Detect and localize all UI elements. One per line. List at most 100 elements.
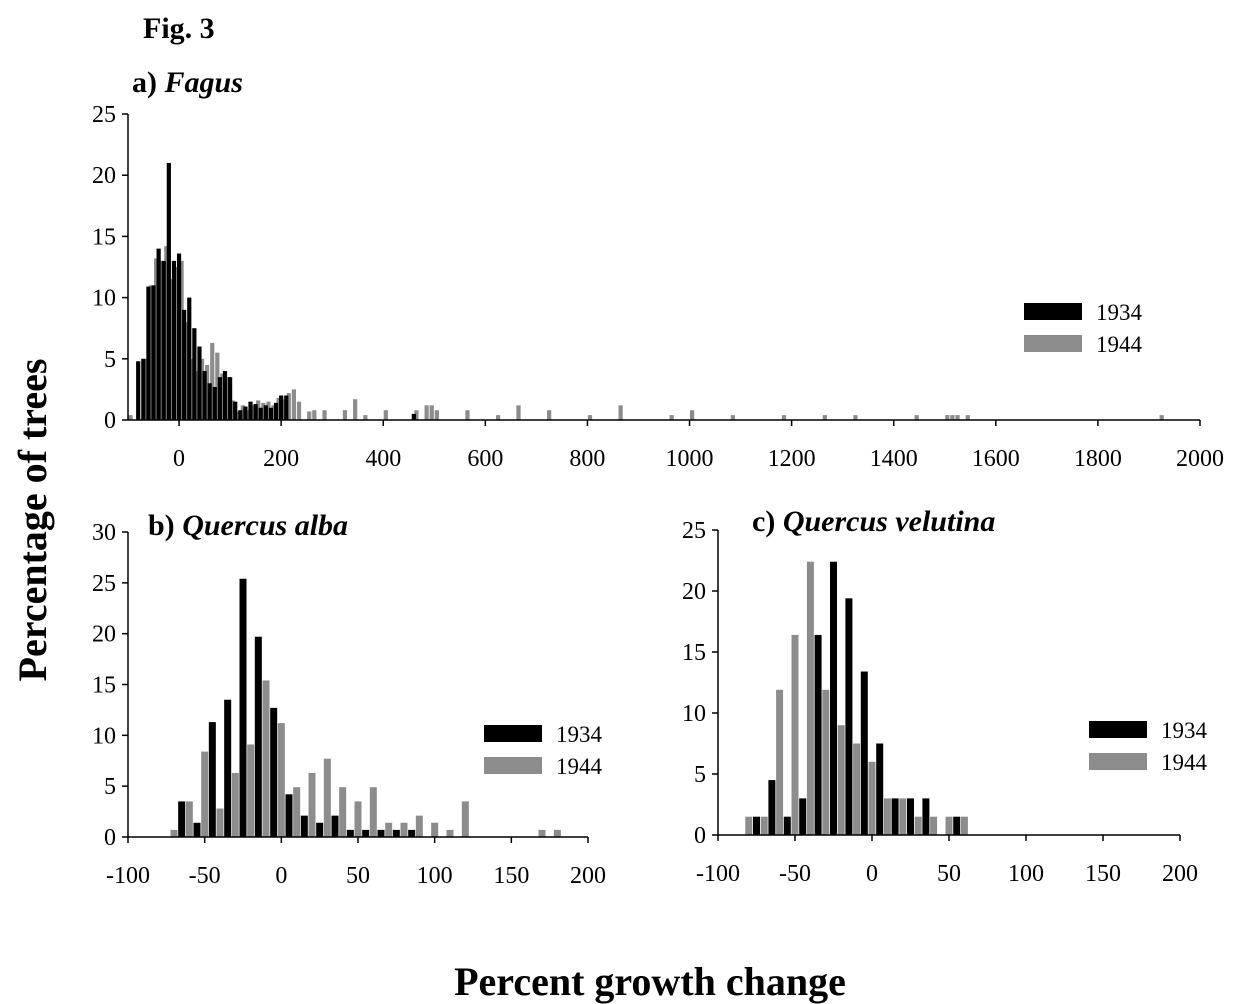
bar-b-1934 <box>377 829 385 837</box>
bar-a-1934 <box>176 253 182 420</box>
x-tick-label: -100 <box>106 863 150 889</box>
x-tick-label: 200 <box>570 863 606 889</box>
bar-a-1944 <box>822 415 827 420</box>
bar-c-1934 <box>860 671 868 835</box>
bar-a-1934 <box>146 286 151 420</box>
bar-c-1934 <box>922 798 930 835</box>
panel-b: b) Quercus alba 0 5 10 15 20 25 30 -100 -50 0 50 100… <box>92 509 606 889</box>
y-tick-label: 25 <box>92 102 116 128</box>
x-tick-label: 200 <box>263 446 299 472</box>
bar-b-1944 <box>431 822 439 837</box>
bar-b-1934 <box>346 829 354 837</box>
bar-b-1944 <box>339 787 347 837</box>
bar-a-1944 <box>587 415 593 420</box>
bar-a-1944 <box>245 410 251 420</box>
y-tick-label: 15 <box>92 673 116 699</box>
bar-c-1934 <box>845 598 853 835</box>
bar-a-1944 <box>128 415 133 420</box>
bar-a-1944 <box>205 364 210 420</box>
bar-c-1944 <box>745 816 753 835</box>
x-tick-label: 100 <box>1008 861 1044 887</box>
bar-a-1934 <box>268 407 274 420</box>
bar-a-1934 <box>161 260 166 420</box>
x-tick-label: -50 <box>779 861 811 887</box>
bar-a-1934 <box>212 386 217 420</box>
bar-c-1934 <box>876 743 884 835</box>
x-tick-label: 800 <box>569 446 605 472</box>
bar-a-1944 <box>148 285 154 420</box>
bar-a-1944 <box>730 415 736 420</box>
bar-b-1934 <box>224 699 232 837</box>
bar-a-1934 <box>233 401 238 420</box>
bar-c-1944 <box>883 798 891 835</box>
bar-a-1934 <box>171 260 177 420</box>
x-tick-label: 0 <box>173 446 185 472</box>
bar-a-1934 <box>228 377 233 420</box>
bar-a-1944 <box>383 410 388 420</box>
bar-a-1944 <box>424 405 429 420</box>
bar-c-1934 <box>753 816 760 835</box>
bar-a-1944 <box>266 401 271 420</box>
x-tick-label: 0 <box>275 863 287 889</box>
bar-b-1944 <box>216 808 224 837</box>
legend-label-1934: 1934 <box>1161 718 1208 743</box>
bar-a-1944 <box>256 400 261 420</box>
bar-a-1944 <box>286 393 291 420</box>
bar-a-1934 <box>187 297 192 420</box>
bar-a-1944 <box>414 410 419 420</box>
panel-a: a) Fagus 0 5 10 15 20 25 0 200 400 600 800 1000 1200 1… <box>92 66 1224 472</box>
bar-a-1944 <box>689 410 695 420</box>
bar-a-1944 <box>276 397 281 420</box>
bar-c-1934 <box>814 634 822 835</box>
bar-a-1944 <box>215 352 220 420</box>
bar-a-1934 <box>411 413 416 420</box>
bar-a-1934 <box>222 371 228 420</box>
bar-a-1944 <box>159 260 164 420</box>
bar-a-1934 <box>166 162 171 420</box>
bar-a-1944 <box>853 415 858 420</box>
x-tick-label: 600 <box>467 446 503 472</box>
legend-label-1934: 1934 <box>556 722 603 747</box>
x-tick-label: 400 <box>365 446 401 472</box>
bar-a-1944 <box>225 377 230 420</box>
bar-b-1944 <box>323 758 331 837</box>
y-tick-label: 15 <box>682 640 706 666</box>
bar-c-1944 <box>853 743 861 835</box>
bar-a-1944 <box>965 415 970 420</box>
bar-c-1944 <box>914 816 922 835</box>
bar-a-1944 <box>516 405 521 420</box>
y-tick-label: 5 <box>104 774 116 800</box>
bar-b-1934 <box>392 829 400 837</box>
bar-b-1944 <box>553 829 561 837</box>
bar-c-1944 <box>899 798 907 835</box>
legend-swatch-1944 <box>1024 335 1082 352</box>
bar-a-1944 <box>271 405 276 420</box>
bar-a-1944 <box>429 405 434 420</box>
legend-swatch-1934 <box>484 725 542 742</box>
bar-a-1944 <box>781 415 787 420</box>
bar-b-1944 <box>185 801 193 837</box>
y-tick-label: 0 <box>104 825 116 851</box>
bar-a-1934 <box>258 407 263 420</box>
bar-b-1934 <box>316 822 324 837</box>
bar-a-1934 <box>273 402 279 420</box>
bar-a-1944 <box>179 260 184 420</box>
y-tick-label: 10 <box>92 286 116 312</box>
bar-a-1934 <box>156 248 161 420</box>
x-tick-label: 0 <box>866 861 878 887</box>
bar-a-1944 <box>291 389 296 420</box>
y-tick-label: 20 <box>92 163 116 189</box>
bar-c-1934 <box>953 816 961 835</box>
bar-c-1944 <box>868 761 876 835</box>
bar-b-1944 <box>170 829 178 837</box>
bar-b-1934 <box>178 801 186 837</box>
panel-b-title: b) Quercus alba <box>148 509 348 542</box>
bar-a-1944 <box>153 258 159 420</box>
bar-b-1944 <box>461 801 469 837</box>
x-tick-label: 50 <box>937 861 961 887</box>
y-tick-label: 10 <box>92 723 116 749</box>
bar-a-1944 <box>465 410 470 420</box>
bar-b-1944 <box>446 829 454 837</box>
